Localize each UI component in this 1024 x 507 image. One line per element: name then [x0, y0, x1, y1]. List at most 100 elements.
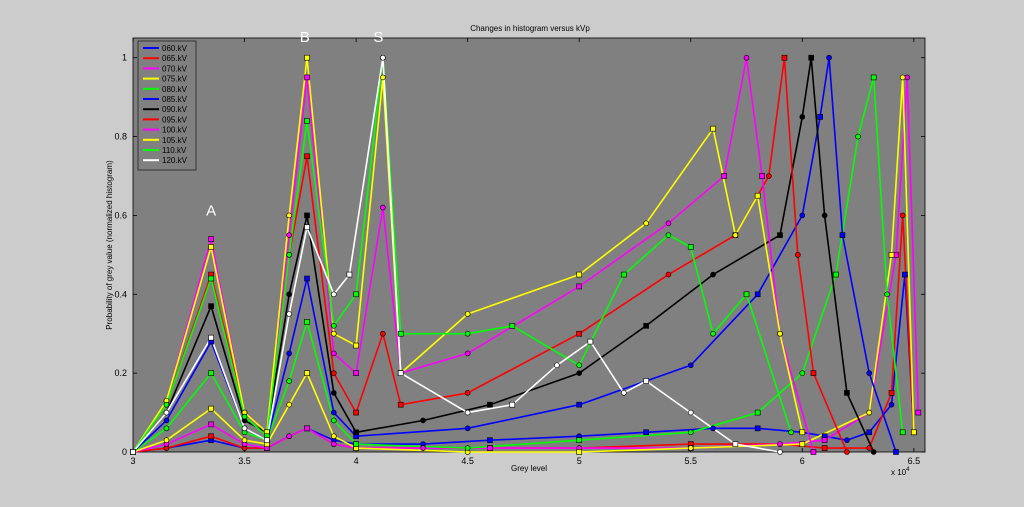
data-point-marker — [795, 252, 801, 258]
data-point-marker — [732, 441, 739, 447]
data-point-marker — [893, 449, 899, 455]
data-point-marker — [844, 390, 850, 396]
data-point-marker — [286, 433, 292, 440]
data-point-marker — [643, 429, 649, 436]
y-tick-label: 0.4 — [114, 289, 127, 299]
data-point-marker — [487, 437, 493, 443]
data-point-marker — [643, 323, 649, 329]
data-point-marker — [687, 429, 694, 436]
data-point-marker — [380, 54, 386, 61]
data-point-marker — [464, 350, 471, 357]
legend-entry-label: 085.kV — [162, 95, 188, 104]
data-point-marker — [241, 425, 248, 432]
data-point-marker — [286, 378, 292, 384]
data-point-marker — [163, 437, 170, 443]
data-point-marker — [330, 350, 337, 357]
data-point-marker — [781, 54, 788, 61]
data-point-marker — [304, 370, 310, 376]
data-point-marker — [777, 449, 783, 455]
data-point-marker — [208, 334, 214, 341]
data-point-marker — [899, 212, 906, 219]
data-point-marker — [754, 291, 761, 298]
data-point-marker — [487, 445, 493, 451]
data-point-marker — [353, 409, 359, 416]
data-point-marker — [420, 417, 426, 424]
y-tick-label: 0 — [122, 447, 127, 457]
data-point-marker — [888, 390, 895, 396]
data-point-marker — [241, 413, 248, 420]
data-point-marker — [665, 220, 672, 227]
x-axis-label: Grey level — [511, 464, 547, 473]
data-point-marker — [687, 409, 694, 416]
data-point-marker — [264, 437, 270, 443]
data-point-marker — [821, 212, 828, 219]
data-point-marker — [888, 401, 895, 408]
legend-box — [137, 40, 197, 171]
x-tick-label: 4.5 — [461, 456, 474, 466]
data-point-marker — [353, 342, 359, 349]
data-point-marker — [902, 271, 908, 278]
data-point-marker — [330, 390, 337, 396]
data-point-marker — [330, 330, 337, 337]
data-point-marker — [888, 252, 895, 258]
data-point-marker — [710, 425, 716, 432]
peak-label-A: A — [206, 202, 216, 219]
legend-entry-label: 065.kV — [162, 54, 188, 63]
data-point-marker — [380, 74, 386, 81]
series-line-110.kV — [132, 56, 792, 453]
data-point-marker — [330, 417, 337, 424]
data-point-marker — [346, 271, 353, 278]
data-point-marker — [163, 425, 170, 432]
data-point-marker — [464, 311, 471, 317]
data-point-marker — [464, 445, 471, 451]
data-point-marker — [509, 401, 516, 408]
data-point-marker — [304, 319, 310, 325]
data-point-marker — [821, 437, 828, 443]
data-point-marker — [777, 330, 783, 337]
data-point-marker — [759, 173, 765, 179]
y-tick-label: 1 — [122, 53, 127, 63]
data-point-marker — [330, 370, 337, 376]
data-point-marker — [799, 114, 806, 120]
y-axis-label: Probability of grey value (normalized hi… — [105, 160, 114, 330]
data-point-marker — [777, 232, 783, 238]
data-point-marker — [304, 153, 310, 160]
data-point-marker — [208, 405, 214, 412]
data-point-marker — [130, 449, 136, 455]
data-point-marker — [304, 212, 310, 219]
legend-entry-label: 095.kV — [162, 115, 188, 124]
data-point-marker — [464, 425, 471, 432]
x-tick-label: 6.5 — [908, 456, 921, 466]
data-point-marker — [866, 409, 873, 416]
plot-area — [132, 37, 926, 453]
data-point-marker — [576, 437, 582, 443]
data-point-marker — [866, 370, 873, 376]
data-point-marker — [799, 212, 806, 219]
data-point-marker — [464, 330, 471, 337]
legend-entry-label: 090.kV — [162, 105, 188, 114]
y-tick-label: 0.6 — [114, 210, 127, 220]
data-point-marker — [621, 390, 627, 396]
data-point-marker — [799, 370, 806, 376]
x-tick-label: 3 — [130, 456, 135, 466]
series-line-120.kV — [132, 56, 781, 453]
data-point-marker — [866, 445, 873, 451]
data-point-marker — [208, 370, 214, 376]
data-point-marker — [304, 224, 310, 231]
data-point-marker — [844, 437, 850, 443]
data-point-marker — [810, 449, 817, 455]
legend-entry-label: 060.kV — [162, 44, 188, 53]
data-point-marker — [576, 330, 582, 337]
x-tick-label: 3.5 — [238, 456, 251, 466]
data-point-marker — [743, 54, 750, 61]
data-point-marker — [743, 291, 750, 298]
x-tick-label: 5.5 — [684, 456, 697, 466]
data-point-marker — [330, 409, 337, 416]
legend-entry-label: 120.kV — [162, 156, 188, 165]
data-point-marker — [754, 409, 761, 416]
legend-entry-label: 110.kV — [162, 146, 187, 155]
data-point-marker — [464, 409, 471, 416]
data-point-marker — [710, 125, 716, 132]
